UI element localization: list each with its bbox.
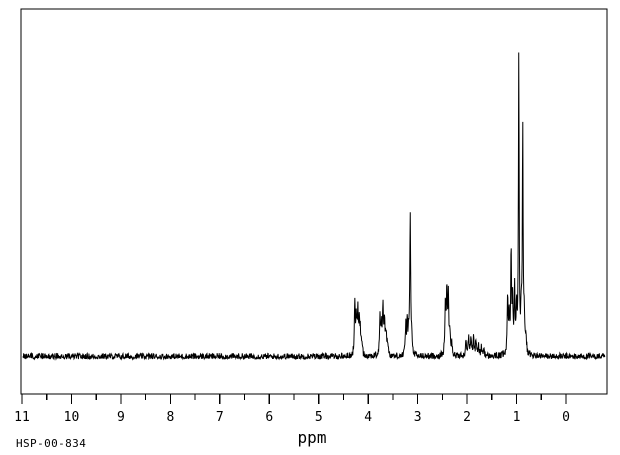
x-axis-tick-label: 3 (414, 410, 422, 425)
x-axis-tick-label: 7 (216, 410, 224, 425)
axis-tick-labels: 11 10 9 8 7 6 5 4 3 2 1 0 (14, 410, 570, 425)
x-axis-tick-label: 1 (513, 410, 521, 425)
x-axis-tick-label: 2 (463, 410, 471, 425)
x-axis-tick-label: 5 (315, 410, 323, 425)
x-axis-tick-label: 0 (562, 410, 570, 425)
x-axis-tick-label: 11 (14, 410, 30, 425)
x-axis-tick-label: 9 (117, 410, 125, 425)
x-axis-tick-label: 4 (364, 410, 372, 425)
sample-id-label: HSP-00-834 (16, 437, 86, 450)
plot-frame (20, 8, 608, 395)
spectrum-trace (22, 52, 606, 361)
x-axis-tick-label: 6 (265, 410, 273, 425)
x-axis-tick-label: 10 (64, 410, 80, 425)
axis-tick-marks (21, 394, 567, 404)
x-axis-tick-label: 8 (166, 410, 174, 425)
x-axis-title: ppm (298, 428, 327, 447)
